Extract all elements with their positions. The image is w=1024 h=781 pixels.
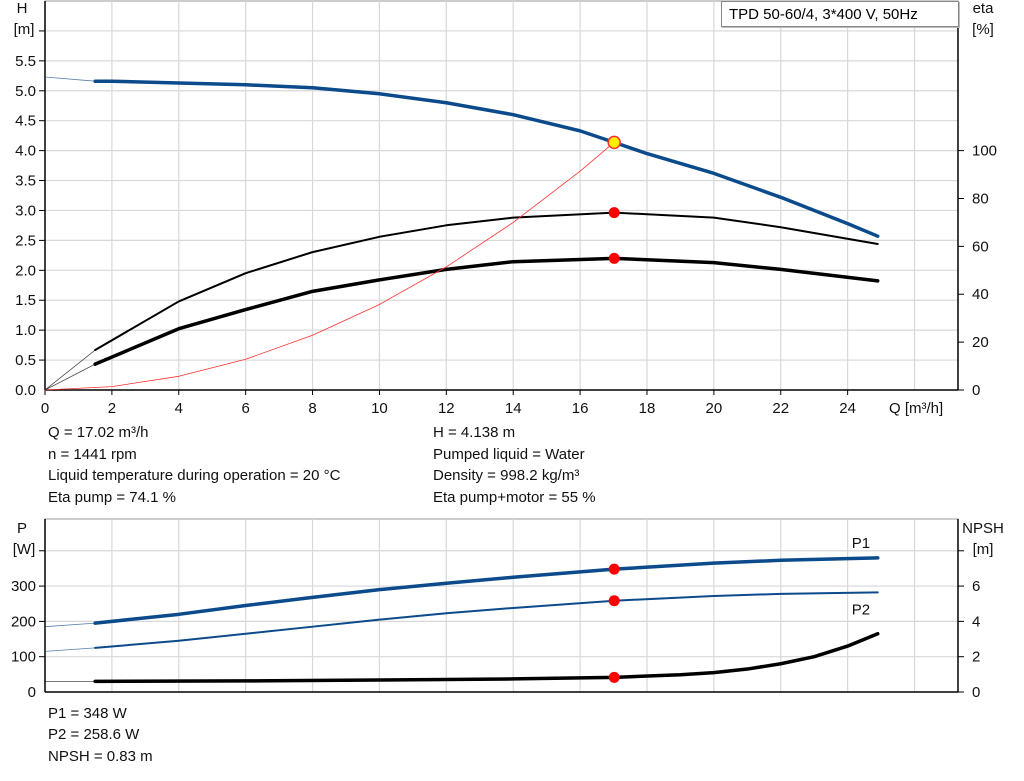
y-tick-label-left: 5.0	[15, 83, 36, 100]
y-tick-label-right: 80	[972, 190, 989, 207]
y-axis-title-right: NPSH	[962, 520, 1004, 537]
x-tick-label: 4	[175, 400, 183, 417]
y-axis-unit-right: [m]	[973, 541, 994, 558]
y-tick-label-left: 4.5	[15, 113, 36, 130]
plot-area	[44, 0, 959, 391]
x-tick-label: 6	[241, 400, 249, 417]
info-density: Density = 998.2 kg/m³	[433, 467, 580, 484]
panel-1	[39, 518, 964, 693]
series-line-0	[93, 79, 880, 238]
info-liquid-temp: Liquid temperature during operation = 20…	[48, 467, 341, 484]
y-tick-label-right: 6	[972, 578, 980, 595]
series-label-P2: P2	[852, 601, 870, 618]
x-tick-label: 10	[371, 400, 388, 417]
operating-point-1	[608, 207, 620, 219]
operating-point-1	[608, 595, 620, 607]
x-tick-label: 16	[572, 400, 589, 417]
x-tick-label: 22	[772, 400, 789, 417]
series-line-3	[44, 141, 615, 391]
x-tick-label: 18	[639, 400, 656, 417]
x-tick-label: 0	[41, 400, 49, 417]
series-label-P1: P1	[852, 535, 870, 552]
y-tick-label-left: 200	[11, 613, 36, 630]
series-line-1	[94, 211, 879, 352]
info-head: H = 4.138 m	[433, 424, 516, 441]
pump-model-legend: TPD 50-60/4, 3*400 V, 50Hz	[721, 1, 959, 27]
operating-point-2	[608, 671, 620, 683]
y-axis-title-left: H	[17, 0, 28, 17]
plot-area	[44, 518, 959, 693]
y-tick-label-right: 0	[972, 684, 980, 701]
info-npsh: NPSH = 0.83 m	[48, 748, 153, 765]
y-tick-label-right: 100	[972, 143, 997, 160]
y-tick-label-right: 2	[972, 649, 980, 666]
info-pumped-liquid: Pumped liquid = Water	[433, 446, 585, 463]
y-axis-unit-left: [W]	[13, 541, 36, 558]
series-line-P1	[93, 556, 880, 625]
y-tick-label-left: 2.5	[15, 232, 36, 249]
y-tick-label-right: 40	[972, 286, 989, 303]
y-tick-label-left: 3.0	[15, 202, 36, 219]
operating-point-0	[608, 563, 620, 575]
y-tick-label-left: 0.5	[15, 352, 36, 369]
y-tick-label-left: 300	[11, 578, 36, 595]
y-tick-label-left: 4.0	[15, 143, 36, 160]
y-axis-unit-right: [%]	[972, 21, 994, 38]
y-tick-label-left: 2.0	[15, 262, 36, 279]
y-tick-label-right: 4	[972, 613, 980, 630]
series-extension-0	[44, 76, 96, 82]
series-line-P2	[94, 591, 879, 649]
info-p1: P1 = 348 W	[48, 705, 127, 722]
x-tick-label: 14	[505, 400, 522, 417]
y-axis-title-right: eta	[973, 0, 995, 17]
operating-point-0	[607, 135, 621, 150]
info-speed: n = 1441 rpm	[48, 446, 137, 463]
y-tick-label-left: 0	[28, 684, 36, 701]
x-tick-label: 24	[839, 400, 856, 417]
series-extension-1	[44, 349, 96, 391]
info-eta-pump-motor: Eta pump+motor = 55 %	[433, 489, 596, 506]
y-tick-label-right: 20	[972, 334, 989, 351]
series-line-2	[93, 256, 880, 366]
operating-point-2	[608, 252, 620, 264]
info-eta-pump: Eta pump = 74.1 %	[48, 489, 176, 506]
x-axis-title: Q [m³/h]	[889, 400, 943, 417]
x-tick-label: 12	[438, 400, 455, 417]
y-tick-label-left: 1.0	[15, 322, 36, 339]
y-axis-title-left: P	[17, 520, 27, 537]
x-tick-label: 8	[308, 400, 316, 417]
y-axis-unit-left: [m]	[14, 21, 35, 38]
y-tick-label-left: 1.5	[15, 292, 36, 309]
y-tick-label-right: 0	[972, 382, 980, 399]
series-extension-0	[44, 622, 96, 628]
panel-0	[39, 0, 964, 395]
y-tick-label-left: 5.5	[15, 53, 36, 70]
y-tick-label-right: 60	[972, 238, 989, 255]
x-tick-label: 2	[108, 400, 116, 417]
series-extension-2	[44, 363, 96, 391]
series-extension-1	[44, 647, 96, 652]
y-tick-label-left: 100	[11, 649, 36, 666]
series-line-2	[93, 631, 880, 684]
info-q: Q = 17.02 m³/h	[48, 424, 149, 441]
y-tick-label-left: 3.5	[15, 173, 36, 190]
info-p2: P2 = 258.6 W	[48, 726, 140, 743]
y-tick-label-left: 0.0	[15, 382, 36, 399]
x-tick-label: 20	[706, 400, 723, 417]
